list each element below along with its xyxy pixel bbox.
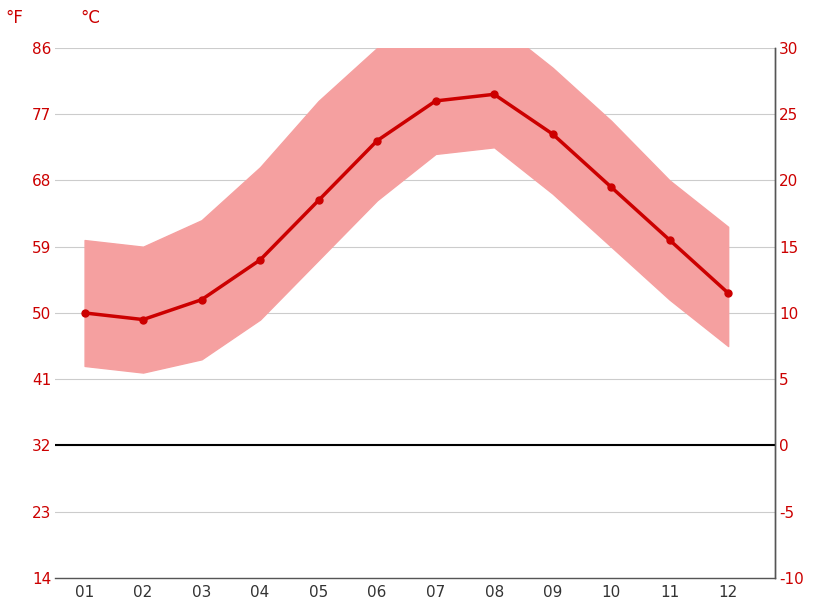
Text: °F: °F bbox=[5, 9, 23, 27]
Text: °C: °C bbox=[81, 9, 100, 27]
